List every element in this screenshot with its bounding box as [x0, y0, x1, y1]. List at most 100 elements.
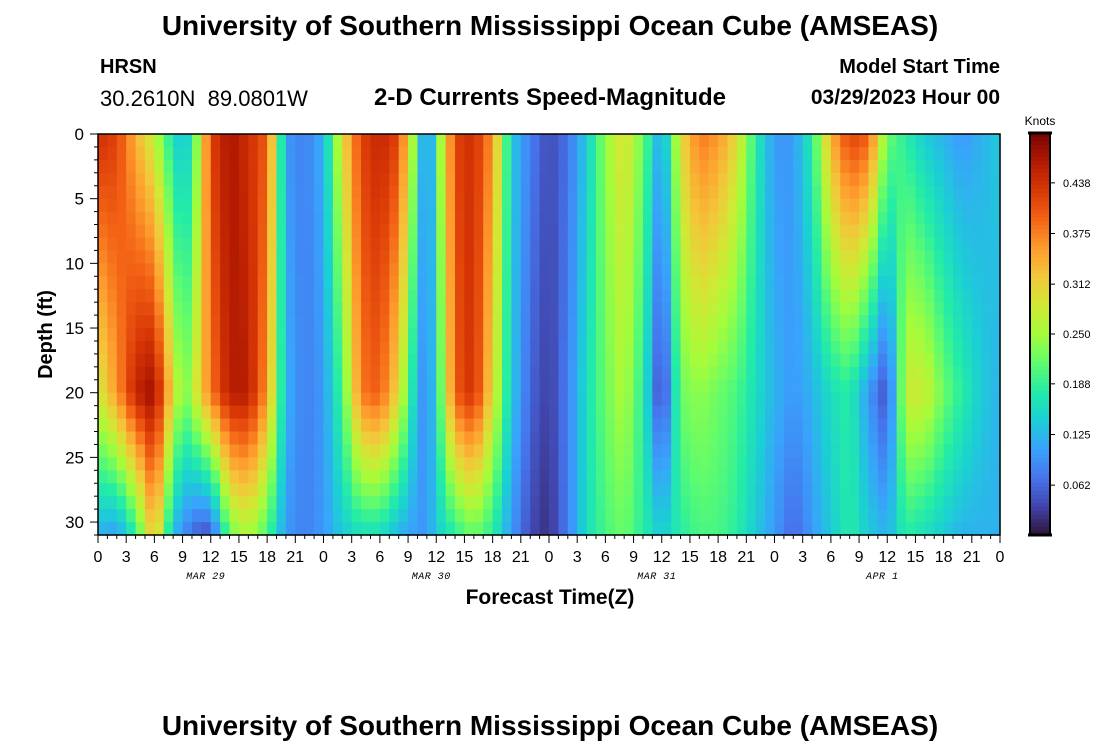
heatmap-cell — [135, 250, 146, 264]
heatmap-cell — [389, 418, 400, 433]
heatmap-cell — [877, 289, 888, 303]
colorbar-swatch — [1030, 434, 1050, 440]
heatmap-cell — [849, 328, 860, 342]
heatmap-cell — [830, 522, 841, 536]
heatmap-cell — [595, 276, 606, 290]
heatmap-cell — [351, 302, 362, 316]
heatmap-cell — [755, 405, 766, 420]
heatmap-cell — [229, 198, 240, 213]
heatmap-cell — [464, 302, 475, 316]
heatmap-cell — [154, 418, 165, 433]
heatmap-cell — [520, 353, 531, 368]
heatmap-cell — [642, 237, 653, 252]
station-coordinates: 30.2610N 89.0801W — [100, 86, 308, 111]
heatmap-cell — [915, 289, 926, 303]
heatmap-cell — [314, 263, 325, 277]
heatmap-cell — [285, 366, 296, 381]
heatmap-cell — [549, 185, 559, 200]
heatmap-cell — [154, 146, 165, 161]
heatmap-cell — [868, 263, 879, 277]
heatmap-cell — [586, 328, 597, 342]
heatmap-cell — [342, 353, 353, 368]
heatmap-cell — [361, 289, 372, 303]
heatmap-cell — [445, 379, 456, 394]
heatmap-cell — [859, 418, 870, 433]
heatmap-cell — [126, 379, 137, 394]
heatmap-cell — [116, 379, 127, 394]
heatmap-cell — [342, 134, 353, 148]
heatmap-cell — [276, 431, 287, 446]
heatmap-cell — [624, 237, 635, 252]
heatmap-cell — [116, 315, 127, 329]
heatmap-cell — [483, 302, 494, 316]
heatmap-cell — [530, 211, 541, 226]
heatmap-cell — [370, 211, 381, 226]
heatmap-cell — [971, 276, 982, 290]
heatmap-cell — [436, 522, 447, 536]
heatmap-cell — [990, 185, 1001, 200]
heatmap-cell — [379, 134, 390, 148]
colorbar-swatch — [1030, 229, 1050, 235]
heatmap-cell — [661, 444, 672, 458]
heatmap-cell — [539, 146, 550, 161]
heatmap-cell — [689, 159, 700, 174]
heatmap-cell — [144, 315, 155, 329]
heatmap-cell — [558, 379, 569, 394]
heatmap-cell — [549, 418, 559, 433]
heatmap-cell — [549, 276, 559, 290]
heatmap-cell — [126, 470, 137, 484]
heatmap-cell — [398, 405, 409, 420]
heatmap-cell — [689, 237, 700, 252]
heatmap-cell — [943, 146, 954, 161]
colorbar-swatch — [1030, 442, 1050, 448]
heatmap-cell — [408, 470, 419, 484]
heatmap-cell — [849, 172, 860, 187]
heatmap-cell — [802, 250, 813, 264]
heatmap-cell — [671, 224, 682, 239]
heatmap-cell — [567, 146, 578, 161]
heatmap-cell — [840, 340, 851, 355]
heatmap-cell — [332, 276, 343, 290]
heatmap-cell — [990, 134, 1001, 148]
heatmap-cell — [614, 457, 625, 471]
heatmap-cell — [436, 276, 447, 290]
colorbar-swatch — [1030, 374, 1050, 379]
heatmap-cell — [238, 392, 249, 407]
colorbar-swatch — [1030, 249, 1050, 255]
heatmap-cell — [549, 237, 559, 252]
heatmap-cell — [953, 431, 964, 446]
colorbar-swatch — [1030, 209, 1050, 214]
heatmap-cell — [436, 172, 447, 187]
heatmap-cell — [182, 159, 193, 174]
heatmap-cell — [549, 366, 559, 381]
heatmap-cell — [971, 172, 982, 187]
heatmap-cell — [257, 379, 268, 394]
heatmap-cell — [642, 159, 653, 174]
date-label: MAR 30 — [412, 572, 451, 583]
heatmap-cell — [727, 496, 738, 510]
heatmap-cell — [727, 250, 738, 264]
heatmap-cell — [943, 172, 954, 187]
heatmap-cell — [276, 328, 287, 342]
heatmap-cell — [981, 457, 992, 471]
heatmap-cell — [238, 431, 249, 446]
heatmap-cell — [436, 353, 447, 368]
heatmap-cell — [201, 250, 212, 264]
heatmap-cell — [830, 496, 841, 510]
heatmap-cell — [530, 159, 541, 174]
heatmap-cell — [765, 379, 776, 394]
heatmap-cell — [473, 457, 484, 471]
heatmap-cell — [595, 470, 606, 484]
heatmap-cell — [417, 198, 428, 213]
heatmap-cell — [483, 457, 494, 471]
heatmap-cell — [755, 353, 766, 368]
heatmap-cell — [896, 379, 907, 394]
heatmap-cell — [877, 405, 888, 420]
heatmap-cell — [633, 522, 644, 536]
heatmap-cell — [98, 483, 108, 497]
heatmap-cell — [361, 276, 372, 290]
heatmap-cell — [821, 366, 832, 381]
heatmap-cell — [953, 315, 964, 329]
heatmap-cell — [323, 134, 334, 148]
heatmap-cell — [201, 172, 212, 187]
